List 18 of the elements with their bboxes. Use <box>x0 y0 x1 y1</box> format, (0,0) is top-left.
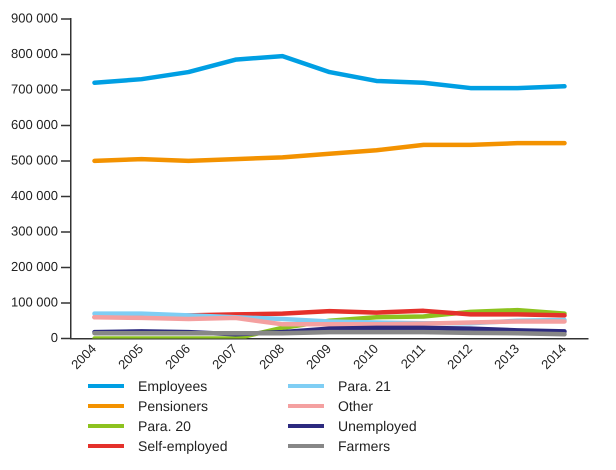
legend-label: Para. 21 <box>338 378 391 394</box>
y-tick-label: 200 000 <box>10 259 58 274</box>
legend-label: Unemployed <box>338 418 417 434</box>
y-tick-label: 400 000 <box>10 188 58 203</box>
legend-label: Para. 20 <box>138 418 191 434</box>
legend-label: Employees <box>138 378 208 394</box>
legend-label: Pensioners <box>138 398 208 414</box>
legend-label: Farmers <box>338 438 390 454</box>
y-tick-label: 300 000 <box>10 224 58 239</box>
y-tick-label: 500 000 <box>10 152 58 168</box>
y-tick-label: 700 000 <box>10 81 58 96</box>
y-tick-label: 600 000 <box>10 116 58 132</box>
legend-label: Other <box>338 398 374 414</box>
y-tick-label: 800 000 <box>10 46 58 61</box>
y-tick-label: 900 000 <box>10 10 58 26</box>
y-tick-label: 0 <box>50 330 58 346</box>
legend-label: Self-employed <box>138 438 228 454</box>
y-tick-label: 100 000 <box>10 294 58 310</box>
